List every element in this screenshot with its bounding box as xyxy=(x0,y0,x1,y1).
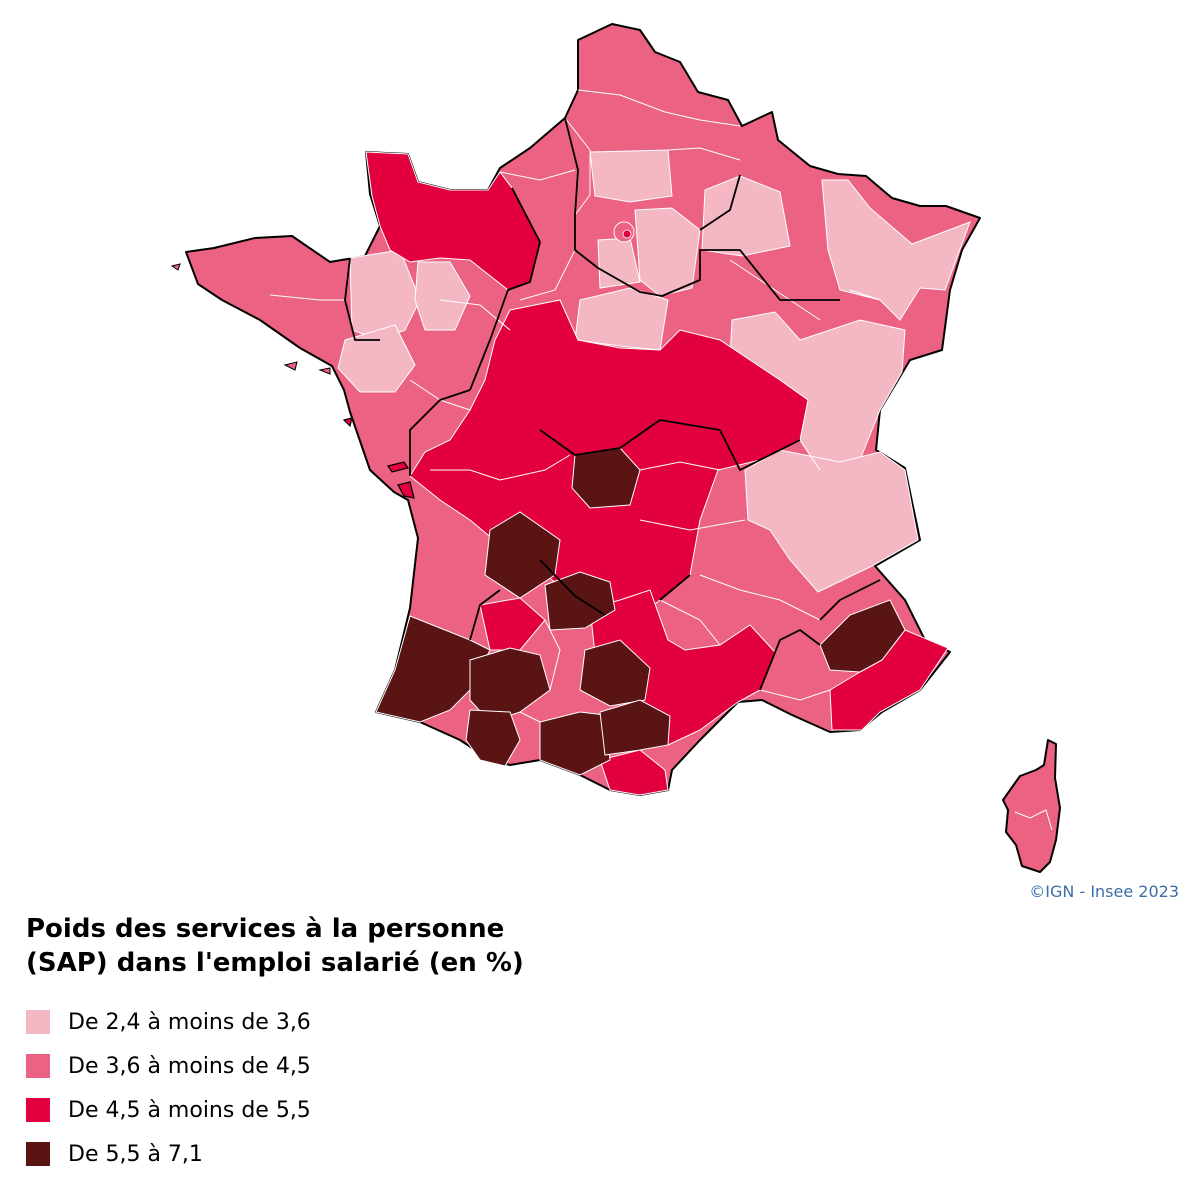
corsica xyxy=(1002,739,1061,873)
map-credit: ©IGN - Insee 2023 xyxy=(1029,882,1179,901)
legend-swatch xyxy=(26,1010,50,1034)
legend-label: De 5,5 à 7,1 xyxy=(68,1141,203,1167)
brittany-islands xyxy=(170,263,331,375)
region-boundaries xyxy=(344,117,881,691)
coastal-islands xyxy=(342,417,415,499)
legend-item: De 3,6 à moins de 4,5 xyxy=(26,1044,626,1088)
class-4-regions xyxy=(375,447,906,776)
legend-title-line2: (SAP) dans l'emploi salarié (en %) xyxy=(26,948,524,978)
corsica-boundary xyxy=(1014,809,1053,831)
legend-item: De 5,5 à 7,1 xyxy=(26,1132,626,1176)
legend-title: Poids des services à la personne (SAP) d… xyxy=(26,912,626,980)
legend-swatch xyxy=(26,1098,50,1122)
legend-item: De 4,5 à moins de 5,5 xyxy=(26,1088,626,1132)
legend-label: De 4,5 à moins de 5,5 xyxy=(68,1097,311,1123)
legend-label: De 3,6 à moins de 4,5 xyxy=(68,1053,311,1079)
france-choropleth-map xyxy=(170,23,1061,873)
paris-area xyxy=(613,221,635,243)
legend-label: De 2,4 à moins de 3,6 xyxy=(68,1009,311,1035)
legend-swatch xyxy=(26,1054,50,1078)
map-legend: Poids des services à la personne (SAP) d… xyxy=(26,912,626,1176)
legend-item: De 2,4 à moins de 3,6 xyxy=(26,1000,626,1044)
legend-title-line1: Poids des services à la personne xyxy=(26,914,505,944)
legend-swatch xyxy=(26,1142,50,1166)
